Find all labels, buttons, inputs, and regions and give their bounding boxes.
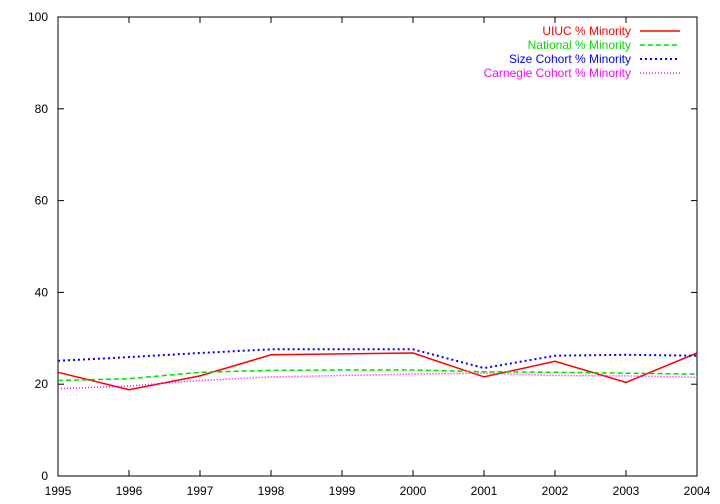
x-tick-label: 2000 (400, 484, 427, 498)
x-tick-label: 1998 (258, 484, 285, 498)
axis-ticks (57, 16, 698, 477)
axis-tick-labels: 1995 1996 1997 1998 1999 2000 2001 2002 2003 2004… (28, 10, 711, 498)
x-tick-label: 2002 (542, 484, 569, 498)
y-tick-label: 20 (35, 377, 49, 391)
y-tick-label: 40 (35, 285, 49, 299)
x-tick-label: 1997 (187, 484, 214, 498)
y-tick-label: 80 (35, 102, 49, 116)
x-tick-label: 1999 (329, 484, 356, 498)
x-tick-label: 1996 (116, 484, 143, 498)
y-tick-label: 60 (35, 194, 49, 208)
series-lines (57, 348, 698, 391)
series-line-1 (57, 352, 698, 391)
x-tick-label: 1995 (45, 484, 72, 498)
plot-frame (57, 16, 698, 477)
x-tick-label: 2003 (613, 484, 640, 498)
x-tick-label: 2004 (684, 484, 711, 498)
legend-label-3: Size Cohort % Minority (509, 52, 631, 66)
x-tick-label: 2001 (471, 484, 498, 498)
series-line-2 (57, 369, 698, 382)
legend-label-1: UIUC % Minority (542, 24, 631, 38)
y-tick-label: 0 (41, 469, 48, 483)
y-tick-label: 100 (28, 10, 48, 24)
legend-label-2: National % Minority (528, 38, 631, 52)
series-line-3 (57, 348, 698, 370)
series-line-4 (57, 372, 698, 390)
legend-label-4: Carnegie Cohort % Minority (484, 66, 631, 80)
